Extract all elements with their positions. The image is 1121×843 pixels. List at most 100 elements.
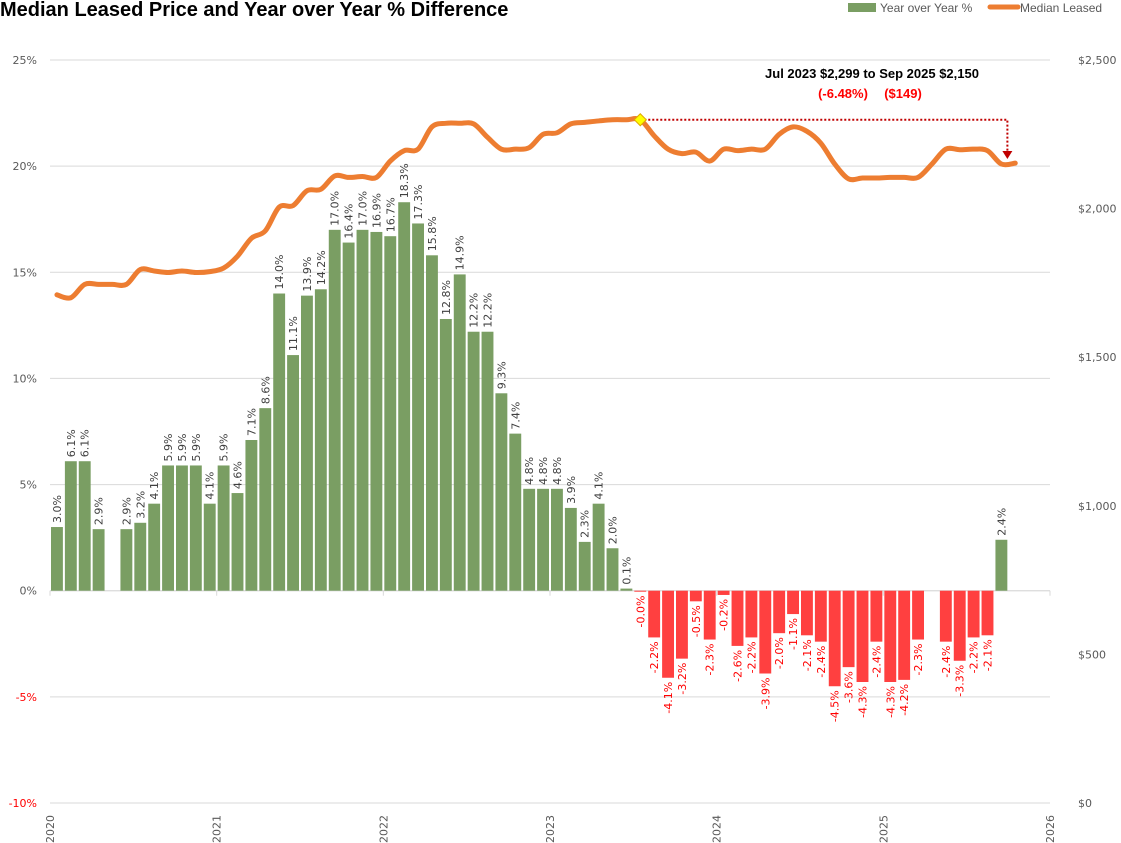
yoy-bar <box>287 355 299 591</box>
yoy-bar-label: 7.1% <box>245 408 258 436</box>
yoy-bar <box>731 590 744 646</box>
y-left-tick-label: 0% <box>20 585 37 598</box>
yoy-bar-label: 12.2% <box>468 293 481 328</box>
yoy-bar-label: -2.4% <box>815 646 828 678</box>
yoy-bar <box>120 529 133 591</box>
yoy-bar <box>273 293 286 591</box>
yoy-bar-label: 4.8% <box>551 457 564 485</box>
yoy-bar-label: 7.4% <box>509 402 522 430</box>
x-tick-label: 2025 <box>877 815 890 843</box>
yoy-bar-label: 17.0% <box>329 191 342 226</box>
y-right-tick-label: $500 <box>1078 648 1106 661</box>
y-right-tick-label: $2,500 <box>1078 54 1117 67</box>
yoy-bar-label: -2.4% <box>940 646 953 678</box>
yoy-bar-label: -1.1% <box>787 618 800 650</box>
y-axis-right: $2,500 $2,000 $1,500 $1,000 $500 $0 <box>1078 54 1117 810</box>
yoy-bar-label: 15.8% <box>426 216 439 251</box>
yoy-bar-label: 4.8% <box>537 457 550 485</box>
yoy-bar-label: -2.4% <box>870 646 883 678</box>
yoy-bar <box>453 274 466 591</box>
yoy-bar-label: 16.4% <box>343 204 356 239</box>
yoy-bar <box>370 231 383 591</box>
yoy-bar-label: 5.9% <box>190 434 203 462</box>
yoy-bar <box>564 507 577 591</box>
yoy-bar-label: -0.0% <box>634 596 647 628</box>
y-left-tick-label: 10% <box>13 372 37 385</box>
yoy-bar-label: -2.3% <box>704 644 717 676</box>
yoy-bar <box>689 590 702 602</box>
y-right-tick-label: $0 <box>1078 797 1092 810</box>
x-axis: 2020 2021 2022 2023 2024 2025 2026 <box>44 590 1057 843</box>
yoy-bar <box>384 236 397 591</box>
yoy-bar <box>231 493 244 591</box>
yoy-bar-label: -4.3% <box>884 686 897 718</box>
annotation-pct: (-6.48%) <box>818 86 868 101</box>
yoy-bar <box>606 548 619 591</box>
yoy-bar <box>898 590 911 680</box>
annotation-dotted-connector <box>640 118 1009 153</box>
yoy-bar <box>92 529 105 591</box>
yoy-bar-label: -4.5% <box>829 690 842 722</box>
x-tick-label: 2023 <box>544 815 557 843</box>
arrow-down-icon <box>1002 151 1013 160</box>
yoy-bar <box>551 488 563 591</box>
yoy-bar <box>634 590 647 592</box>
yoy-bar-label: -2.6% <box>732 650 745 682</box>
yoy-bar-label: 14.9% <box>454 235 467 270</box>
yoy-bar-label: 11.1% <box>287 316 300 351</box>
yoy-bar <box>426 255 438 591</box>
yoy-bar <box>217 465 230 591</box>
yoy-bar-label: 3.2% <box>134 491 147 519</box>
yoy-bar-labels: 3.0%6.1% 6.1%2.9% 2.9% 3.2%4.1%5.9% 5.9% 5.9%… <box>51 163 1008 722</box>
yoy-bar-label: 8.6% <box>259 376 272 404</box>
yoy-bar-label: -4.3% <box>857 686 870 718</box>
yoy-bar-label: -3.3% <box>954 665 967 697</box>
yoy-bar-label: 6.1% <box>79 429 92 457</box>
yoy-bar-label: 5.9% <box>218 434 231 462</box>
yoy-bar <box>259 408 272 591</box>
median-leased-path <box>54 116 1018 301</box>
y-left-tick-label: -5% <box>16 691 37 704</box>
yoy-bar-label: 5.9% <box>176 434 189 462</box>
yoy-bar-label: 5.9% <box>162 434 175 462</box>
annotation-line1: Jul 2023 $2,299 to Sep 2025 $2,150 <box>765 66 979 81</box>
yoy-bar-label: 6.1% <box>65 429 78 457</box>
yoy-bar <box>620 588 633 591</box>
yoy-bar <box>301 295 313 591</box>
yoy-bar <box>148 503 161 591</box>
yoy-bar-label: 14.2% <box>315 250 328 285</box>
yoy-bar-label: 4.1% <box>204 472 217 500</box>
yoy-bar-label: -2.0% <box>773 637 786 669</box>
yoy-bar-label: 9.3% <box>495 361 508 389</box>
chart-title: Median Leased Price and Year over Year %… <box>0 0 508 21</box>
yoy-bar <box>203 503 216 591</box>
yoy-bar-label: 0.1% <box>620 557 633 585</box>
annotation: Jul 2023 $2,299 to Sep 2025 $2,150 (-6.4… <box>633 66 1013 160</box>
yoy-bar <box>828 590 841 687</box>
yoy-bar <box>578 541 591 591</box>
yoy-bar-label: 17.3% <box>412 185 425 220</box>
yoy-bar <box>189 465 202 591</box>
yoy-bar <box>870 590 883 642</box>
yoy-bar <box>939 590 952 642</box>
yoy-bar-label: 2.0% <box>607 516 620 544</box>
x-tick-label: 2022 <box>377 815 390 843</box>
yoy-bar-label: -2.3% <box>912 644 925 676</box>
legend-label-yoy: Year over Year % <box>880 1 973 15</box>
yoy-bar <box>356 229 369 591</box>
yoy-bar <box>703 590 716 640</box>
y-axis-left: 25% 20% 15% 10% 5% 0% -5% -10% <box>9 54 37 810</box>
yoy-bar <box>314 289 327 591</box>
yoy-bar <box>995 539 1008 591</box>
yoy-bar-label: -2.2% <box>968 641 981 673</box>
yoy-bar-label: -3.6% <box>843 671 856 703</box>
y-left-tick-label: 15% <box>13 266 37 279</box>
yoy-bar-label: 2.4% <box>995 508 1008 536</box>
yoy-bar <box>64 461 77 591</box>
yoy-bar-label: 12.2% <box>482 293 495 328</box>
yoy-bar <box>953 590 966 661</box>
yoy-bar-label: -2.1% <box>982 639 995 671</box>
yoy-bar <box>342 242 355 591</box>
yoy-bar <box>967 590 980 638</box>
yoy-bar <box>717 590 730 595</box>
